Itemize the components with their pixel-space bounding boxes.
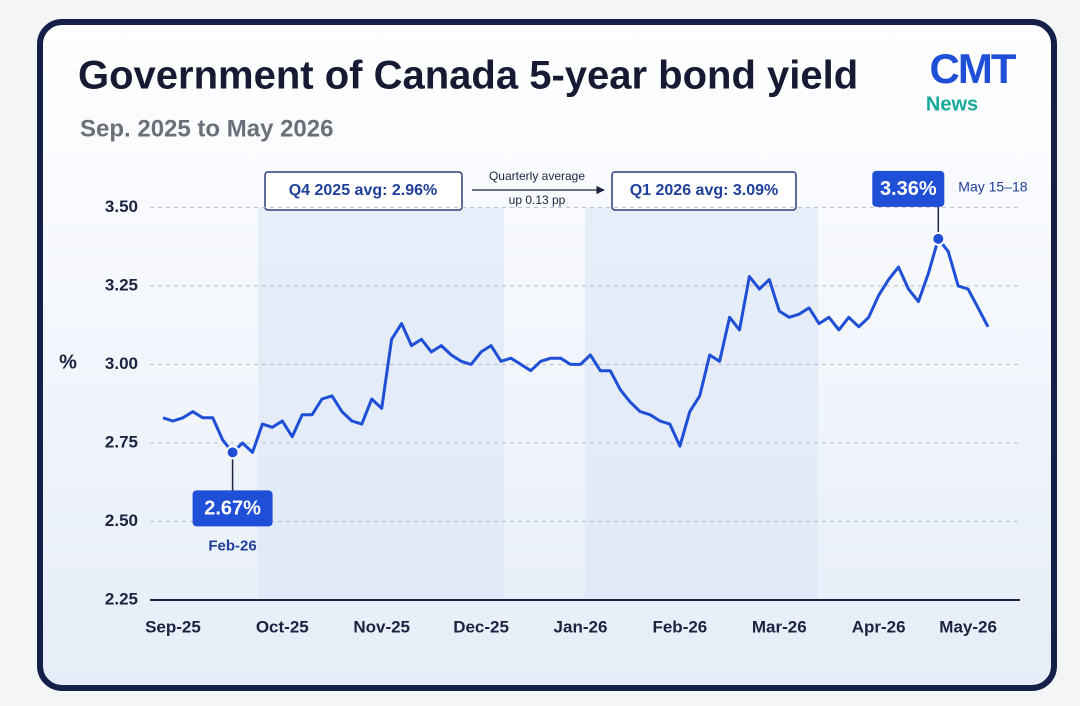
y-axis-label: % — [59, 351, 77, 373]
callout-box — [872, 170, 945, 207]
x-tick-label: Dec-25 — [453, 617, 509, 636]
high-point — [931, 231, 946, 246]
quarter-band — [585, 207, 818, 600]
average-label: Q4 2025 avg: 2.96% — [289, 182, 438, 199]
y-tick-label: 2.75 — [105, 432, 138, 451]
y-tick-label: 3.50 — [105, 197, 138, 216]
x-tick-label: Apr-26 — [852, 617, 906, 636]
callout-label: 2.67% — [204, 498, 261, 520]
y-tick-label: 2.25 — [105, 589, 138, 608]
y-tick-label: 3.00 — [105, 354, 138, 373]
callout-note: Feb-26 — [208, 537, 256, 554]
average-box — [611, 171, 797, 211]
x-tick-label: Oct-25 — [256, 617, 309, 636]
y-tick-label: 3.25 — [105, 275, 138, 294]
low-point — [225, 445, 240, 460]
change-note: up 0.13 pp — [509, 193, 566, 207]
average-box — [264, 171, 463, 211]
x-tick-label: Sep-25 — [145, 617, 201, 636]
callout-note: May 15–18 — [958, 179, 1027, 195]
x-tick-label: Nov-25 — [353, 617, 410, 636]
change-note: Quarterly average — [489, 169, 585, 183]
x-tick-label: May-26 — [939, 617, 997, 636]
x-tick-label: Mar-26 — [752, 617, 807, 636]
yield-line — [162, 237, 990, 454]
callout-box — [192, 490, 273, 527]
chart-title: Government of Canada 5-year bond yield — [78, 54, 858, 98]
chart-subtitle: Sep. 2025 to May 2026 — [80, 115, 333, 142]
logo-brand: CMT — [930, 45, 1017, 92]
logo-sub: News — [926, 93, 978, 115]
average-label: Q1 2026 avg: 3.09% — [630, 182, 779, 199]
x-tick-label: Feb-26 — [652, 617, 707, 636]
callout-label: 3.36% — [880, 178, 937, 200]
y-tick-label: 2.50 — [105, 511, 138, 530]
x-tick-label: Jan-26 — [554, 617, 608, 636]
